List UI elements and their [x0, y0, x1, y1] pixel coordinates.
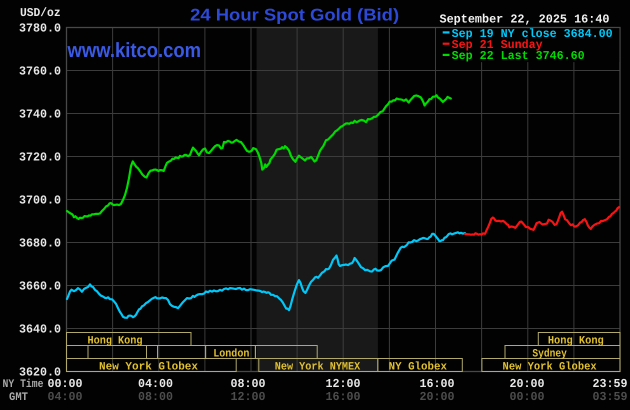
svg-text:GMT: GMT [9, 391, 28, 404]
svg-text:New York Globex: New York Globex [503, 360, 597, 373]
svg-text:24 Hour Spot Gold (Bid): 24 Hour Spot Gold (Bid) [190, 6, 399, 25]
svg-text:3660.0: 3660.0 [19, 280, 61, 294]
svg-text:16:00: 16:00 [420, 377, 455, 391]
svg-text:16:00: 16:00 [326, 390, 361, 404]
svg-text:Sep 19 NY close 3684.00: Sep 19 NY close 3684.00 [452, 27, 613, 41]
svg-text:September 22, 2025 16:40: September 22, 2025 16:40 [440, 13, 610, 27]
svg-text:USD/oz: USD/oz [20, 6, 61, 20]
svg-text:08:00: 08:00 [138, 390, 173, 404]
svg-text:3760.0: 3760.0 [19, 65, 61, 79]
svg-text:Hong Kong: Hong Kong [88, 335, 143, 347]
svg-text:Sydney: Sydney [532, 347, 567, 360]
svg-text:3700.0: 3700.0 [19, 194, 61, 208]
svg-text:00:00: 00:00 [510, 390, 545, 404]
svg-text:NY Globex: NY Globex [389, 360, 448, 373]
svg-text:08:00: 08:00 [231, 377, 266, 391]
svg-text:3620.0: 3620.0 [19, 366, 61, 380]
svg-text:Sep 21 Sunday: Sep 21 Sunday [452, 38, 543, 52]
svg-text:20:00: 20:00 [510, 377, 545, 391]
svg-text:Hong Kong: Hong Kong [548, 335, 604, 347]
svg-text:03:59: 03:59 [593, 390, 628, 404]
svg-text:3680.0: 3680.0 [19, 237, 61, 251]
svg-text:3720.0: 3720.0 [19, 151, 61, 165]
svg-text:04:00: 04:00 [48, 390, 83, 404]
svg-text:New York Globex: New York Globex [99, 360, 198, 373]
svg-text:00:00: 00:00 [48, 377, 83, 391]
svg-text:3740.0: 3740.0 [19, 108, 61, 122]
svg-text:Sep 22 Last 3746.60: Sep 22 Last 3746.60 [452, 49, 585, 63]
svg-text:20:00: 20:00 [420, 390, 455, 404]
svg-text:New York NYMEX: New York NYMEX [275, 360, 361, 373]
svg-text:London: London [213, 347, 249, 360]
svg-text:3780.0: 3780.0 [19, 22, 61, 36]
svg-text:3640.0: 3640.0 [19, 323, 61, 337]
svg-text:12:00: 12:00 [326, 377, 361, 391]
svg-text:23:59: 23:59 [593, 377, 628, 391]
svg-text:NY Time: NY Time [3, 378, 44, 391]
svg-text:www.kitco.com: www.kitco.com [67, 39, 201, 62]
svg-text:04:00: 04:00 [138, 377, 173, 391]
svg-text:12:00: 12:00 [231, 390, 266, 404]
